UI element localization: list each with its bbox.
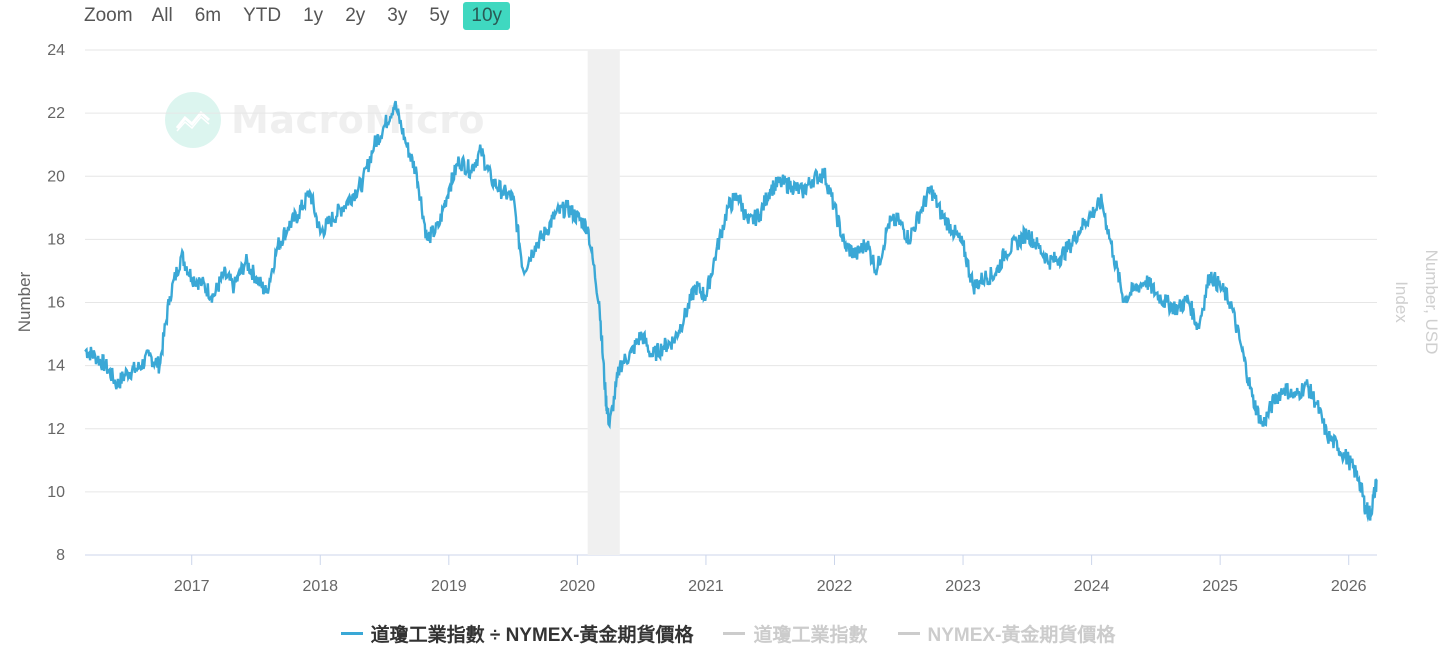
y-tick-label: 10 bbox=[47, 484, 65, 501]
legend-item-dow[interactable]: 道瓊工業指數 bbox=[723, 620, 868, 647]
x-tick-label: 2019 bbox=[431, 578, 467, 595]
series-line bbox=[84, 100, 1378, 523]
watermark: MacroMicro bbox=[165, 92, 485, 148]
legend-item-ratio[interactable]: 道瓊工業指數 ÷ NYMEX-黃金期貨價格 bbox=[340, 620, 694, 647]
legend-label: NYMEX-黃金期貨價格 bbox=[927, 625, 1116, 646]
y-tick-label: 22 bbox=[47, 105, 65, 122]
zoom-6m-button[interactable]: 6m bbox=[194, 5, 222, 26]
x-tick-label: 2026 bbox=[1331, 578, 1367, 595]
y-axis-title: Number bbox=[15, 271, 34, 332]
legend-label: 道瓊工業指數 bbox=[753, 625, 868, 646]
right-axis-title: Number, USD bbox=[1422, 250, 1441, 355]
x-tick-label: 2023 bbox=[945, 578, 981, 595]
range-selector: Zoom All 6m YTD 1y 2y 3y 5y 10y bbox=[76, 0, 513, 32]
x-tick-label: 2017 bbox=[174, 578, 210, 595]
zoom-5y-button[interactable]: 5y bbox=[429, 5, 450, 26]
legend: 道瓊工業指數 ÷ NYMEX-黃金期貨價格 道瓊工業指數 NYMEX-黃金期貨價… bbox=[0, 620, 1456, 647]
legend-swatch bbox=[897, 632, 920, 635]
grid bbox=[85, 49, 1377, 556]
y-tick-label: 16 bbox=[47, 295, 65, 312]
x-tick-label: 2022 bbox=[817, 578, 853, 595]
y-tick-label: 14 bbox=[47, 358, 65, 375]
zoom-2y-button[interactable]: 2y bbox=[345, 5, 366, 26]
legend-item-gold[interactable]: NYMEX-黃金期貨價格 bbox=[897, 620, 1116, 647]
zoom-label: Zoom bbox=[84, 5, 133, 26]
watermark-text: MacroMicro bbox=[231, 98, 486, 142]
legend-label: 道瓊工業指數 ÷ NYMEX-黃金期貨價格 bbox=[370, 625, 694, 646]
recession-shade bbox=[587, 50, 620, 555]
y-tick-label: 20 bbox=[47, 168, 65, 185]
zoom-3y-button[interactable]: 3y bbox=[387, 5, 408, 26]
y-tick-label: 12 bbox=[47, 421, 65, 438]
legend-swatch bbox=[340, 632, 363, 635]
y-tick-label: 24 bbox=[47, 42, 65, 59]
zoom-all-button[interactable]: All bbox=[151, 5, 173, 26]
right-axis-title-2: Index bbox=[1392, 281, 1411, 323]
x-tick-label: 2018 bbox=[302, 578, 338, 595]
zoom-10y-button[interactable]: 10y bbox=[463, 2, 511, 30]
x-axis: 2017 2018 2019 2020 2021 2022 2023 2024 2025 2026 bbox=[174, 555, 1367, 595]
x-tick-label: 2024 bbox=[1074, 578, 1110, 595]
zoom-ytd-button[interactable]: YTD bbox=[243, 5, 282, 26]
y-axis: 8 10 12 14 16 18 20 22 24 bbox=[47, 42, 65, 564]
x-tick-label: 2020 bbox=[560, 578, 596, 595]
chart-logo-icon bbox=[165, 92, 221, 148]
y-tick-label: 8 bbox=[56, 547, 65, 564]
legend-swatch bbox=[723, 632, 746, 635]
y-tick-label: 18 bbox=[47, 231, 65, 248]
x-tick-label: 2025 bbox=[1202, 578, 1238, 595]
x-tick-label: 2021 bbox=[688, 578, 724, 595]
zoom-1y-button[interactable]: 1y bbox=[303, 5, 324, 26]
